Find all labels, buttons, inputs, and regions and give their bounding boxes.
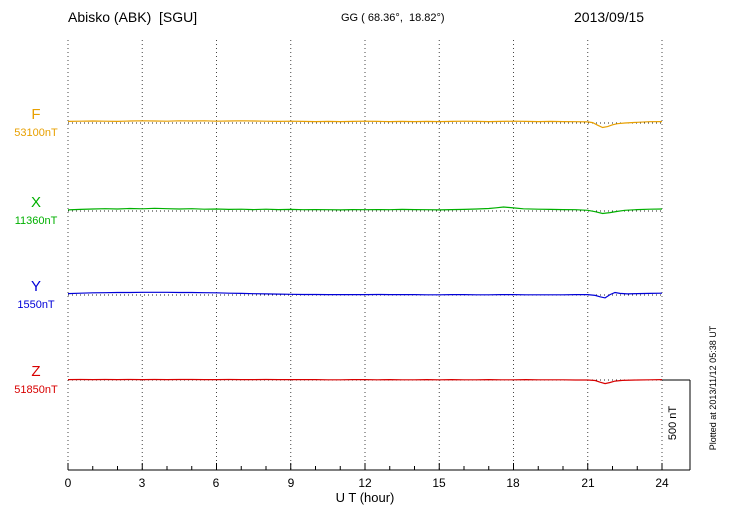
trace-value-Y: 1550nT: [17, 299, 55, 311]
trace-label-Y: Y: [30, 278, 41, 295]
x-tick-label: 15: [432, 476, 446, 490]
x-tick-label: 6: [212, 476, 220, 490]
trace-label-Z: Z: [31, 363, 41, 380]
trace-F: [67, 120, 663, 129]
x-tick-label: 21: [581, 476, 595, 490]
x-tick-label: 0: [64, 476, 72, 490]
plotted-at-note: Plotted at 2013/11/12 05:38 UT: [708, 325, 719, 451]
trace-label-X: X: [30, 194, 41, 211]
coords-label: GG ( 68.36°, 18.82°): [341, 12, 445, 24]
scalebar-label: 500 nT: [667, 405, 680, 441]
trace-value-F: 53100nT: [14, 127, 58, 139]
x-tick-label: 12: [358, 476, 372, 490]
trace-value-X: 11360nT: [14, 215, 58, 227]
x-tick-label: 9: [287, 476, 295, 490]
station-title: Abisko (ABK) [SGU]: [68, 9, 198, 25]
trace-X: [67, 206, 663, 215]
trace-Z: [67, 378, 663, 385]
trace-label-F: F: [31, 106, 41, 123]
trace-value-Z: 51850nT: [14, 384, 58, 396]
trace-Y: [67, 291, 663, 299]
x-tick-label: 24: [655, 476, 669, 490]
x-tick-label: 18: [506, 476, 520, 490]
date-label: 2013/09/15: [574, 9, 645, 25]
x-axis-title: U T (hour): [335, 490, 395, 505]
x-tick-label: 3: [138, 476, 146, 490]
